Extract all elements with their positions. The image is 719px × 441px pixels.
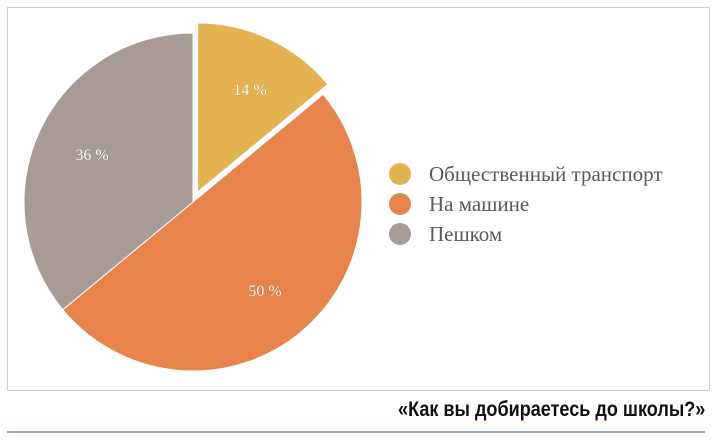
slice-percent-label: 36 %: [75, 147, 108, 164]
legend: Общественный транспорт На машине Пешком: [389, 159, 663, 249]
legend-label: Общественный транспорт: [429, 161, 663, 186]
bottom-divider: [7, 431, 705, 433]
slice-walking: [23, 32, 194, 311]
chart-caption: «Как вы добираетесь до школы?»: [397, 398, 705, 421]
slice-percent-label: 14 %: [233, 82, 266, 99]
slice-car: [62, 93, 363, 372]
legend-item-public-transport: Общественный транспорт: [389, 159, 663, 189]
legend-item-walking: Пешком: [389, 219, 663, 249]
legend-label: На машине: [429, 191, 530, 216]
legend-dot-icon: [389, 163, 411, 185]
legend-item-car: На машине: [389, 189, 663, 219]
slice-public-transport: [197, 22, 329, 194]
legend-dot-icon: [389, 193, 411, 215]
legend-dot-icon: [389, 223, 411, 245]
legend-label: Пешком: [429, 221, 503, 246]
slice-percent-label: 50 %: [248, 283, 281, 300]
